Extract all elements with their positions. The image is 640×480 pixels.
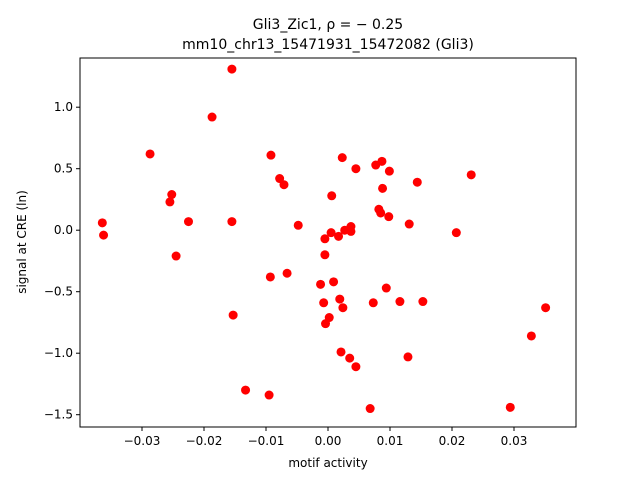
data-point: [228, 310, 238, 320]
data-point: [384, 212, 394, 222]
y-tick-label: −1.0: [44, 346, 73, 360]
data-point: [345, 353, 355, 363]
data-point: [264, 390, 274, 400]
data-point: [418, 297, 428, 307]
data-point: [171, 251, 181, 261]
chart-title-line2: mm10_chr13_15471931_15472082 (Gli3): [182, 37, 474, 53]
data-point: [403, 352, 413, 362]
x-tick-label: 0.02: [439, 434, 466, 448]
x-tick-label: −0.02: [186, 434, 223, 448]
data-point: [335, 294, 345, 304]
x-axis-label: motif activity: [288, 456, 367, 470]
data-point: [97, 218, 107, 228]
data-point: [346, 226, 356, 236]
data-point: [319, 298, 329, 308]
y-tick-label: −0.5: [44, 285, 73, 299]
data-point: [412, 177, 422, 187]
data-point: [282, 268, 292, 278]
x-tick-label: −0.01: [248, 434, 285, 448]
y-tick-label: 0.0: [54, 223, 73, 237]
data-point: [451, 228, 461, 238]
data-point: [336, 347, 346, 357]
plot-area: [80, 58, 576, 427]
data-point: [279, 180, 289, 190]
y-tick-label: 1.0: [54, 100, 73, 114]
x-axis-ticks: −0.03 −0.02 −0.01 0.00 0.01 0.02 0.03: [124, 427, 528, 448]
x-tick-label: 0.00: [315, 434, 342, 448]
data-point: [338, 303, 348, 313]
data-point: [351, 362, 361, 372]
data-point: [327, 191, 337, 201]
data-point: [404, 219, 414, 229]
data-point: [329, 277, 339, 287]
data-point: [145, 149, 155, 159]
data-point: [351, 164, 361, 174]
data-point: [337, 153, 347, 163]
data-point: [165, 197, 175, 207]
data-point: [377, 156, 387, 166]
x-tick-label: 0.03: [501, 434, 528, 448]
data-point: [167, 190, 177, 200]
data-point: [320, 234, 330, 244]
data-point: [227, 217, 237, 227]
data-point: [241, 385, 251, 395]
chart-title-line1: Gli3_Zic1, ρ = − 0.25: [253, 17, 403, 33]
data-point: [541, 303, 551, 313]
data-point: [266, 150, 276, 160]
data-point: [381, 283, 391, 293]
data-point: [376, 208, 386, 218]
data-point: [99, 230, 109, 240]
data-point: [227, 64, 237, 74]
y-axis-label: signal at CRE (ln): [15, 190, 29, 294]
data-point: [384, 166, 394, 176]
data-point: [265, 272, 275, 282]
data-point: [326, 228, 336, 238]
data-point: [184, 217, 193, 227]
data-point: [365, 404, 375, 414]
y-tick-label: 0.5: [54, 162, 73, 176]
data-point: [324, 313, 334, 323]
data-point: [320, 250, 330, 260]
x-tick-label: 0.01: [377, 434, 404, 448]
data-point: [207, 112, 217, 122]
data-point: [316, 279, 326, 289]
data-point: [505, 402, 515, 412]
y-axis-ticks: −1.5 −1.0 −0.5 0.0 0.5 1.0: [44, 100, 80, 422]
points-layer: [97, 64, 551, 414]
data-point: [293, 220, 303, 230]
data-point: [395, 297, 405, 307]
data-point: [466, 170, 476, 180]
data-point: [368, 298, 378, 308]
data-point: [378, 183, 388, 193]
y-tick-label: −1.5: [44, 408, 73, 422]
data-point: [526, 331, 536, 341]
x-tick-label: −0.03: [124, 434, 161, 448]
data-point: [334, 231, 344, 241]
